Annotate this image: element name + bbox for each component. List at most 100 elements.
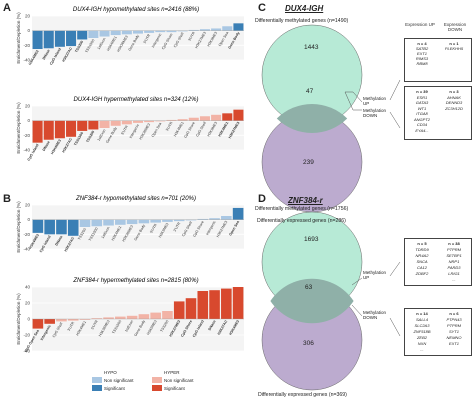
- bar: [121, 30, 132, 35]
- panel-c-top-label: Differentially methylated genes (n=1490): [255, 18, 349, 24]
- bar: [138, 219, 150, 224]
- bar: [221, 216, 232, 220]
- bar: [162, 219, 173, 222]
- chart-title: DUX4-IGH hypomethylated sites n=2416 (88…: [73, 7, 199, 13]
- gene-item: SETBP1: [446, 253, 462, 258]
- bar: [177, 30, 188, 32]
- chart-title: ZNF384-r hypermethylated sites n=2815 (8…: [72, 278, 198, 284]
- bar: [44, 319, 55, 324]
- gene-item: NR4A2: [415, 253, 429, 258]
- panel-d-box2-up-list: n = 14 SALL4 SLC2A3 ZNF518B ZEB2 NXN...: [407, 311, 437, 353]
- category-label: Open Sea: [151, 122, 163, 138]
- y-tick-label: 0: [27, 118, 30, 123]
- gene-item: PTPRM: [447, 323, 461, 328]
- bar: [209, 218, 220, 220]
- y-axis-label: Enrichment/Depletion (%): [16, 201, 21, 253]
- bar: [56, 219, 67, 235]
- category-label: H3K27AC: [64, 236, 76, 253]
- gene-item: WT1: [417, 105, 427, 111]
- bar: [211, 114, 222, 121]
- panel-c-box1-down-list: n = 1 PLEKHH5: [439, 41, 469, 51]
- bar: [132, 120, 144, 123]
- gene-item: PTPRM: [447, 247, 461, 252]
- bar: [110, 30, 121, 36]
- category-label: 5'UTR: [90, 319, 99, 330]
- bar: [233, 109, 244, 121]
- gene-item: NEMNO: [446, 335, 462, 340]
- bar: [144, 120, 155, 123]
- gene-item: TDRD9: [415, 247, 429, 252]
- bar: [144, 30, 155, 33]
- bar: [197, 218, 209, 220]
- bar: [222, 26, 233, 31]
- gene-item: DENND3: [445, 100, 463, 105]
- bar: [173, 301, 185, 319]
- category-label: TSS200: [74, 40, 84, 53]
- panel-c-down-label: Methylation DOWN: [363, 108, 387, 119]
- y-tick-label: -20: [23, 133, 30, 138]
- panel-c-n-top: 1443: [304, 44, 319, 51]
- panel-d-box2-down-list: n = 6 PTPN43 PTPRM SYT1 NEMNO EXT1: [439, 311, 469, 347]
- category-label: DNase: [208, 319, 217, 331]
- bar: [44, 219, 55, 235]
- bar: [199, 116, 210, 121]
- panel-d-box1-down-list: n = 38 PTPRM SETBP1 NRP1 PARD3 LRIG1...: [439, 241, 469, 283]
- panel-d-top-label: Differentially methylated genes (n=1756): [255, 206, 349, 212]
- category-label: 5'UTR: [149, 223, 158, 234]
- category-label: H3K27AC: [217, 319, 229, 336]
- panel-d-up-label: Methylation UP: [363, 270, 387, 281]
- gene-item: n = 14: [416, 311, 428, 316]
- bar: [43, 30, 54, 49]
- y-tick-label: -20: [23, 333, 30, 338]
- bar: [77, 120, 88, 131]
- gene-item: n = 39: [416, 89, 428, 94]
- category-label: H3K27AC: [61, 46, 73, 63]
- bar: [99, 120, 110, 128]
- bar-chart-1: DUX4-IGH hypomethylated sites n=2416 (88…: [16, 7, 244, 66]
- venn-c-overlap: [276, 104, 348, 133]
- category-label: 1stExon: [97, 129, 107, 142]
- category-label: TSS1500: [73, 131, 84, 146]
- bar: [54, 30, 65, 47]
- gene-item: SNCA: [416, 259, 428, 264]
- bar: [173, 219, 185, 222]
- y-tick-label: 0: [27, 317, 30, 322]
- category-label: H3K9ME3: [158, 222, 170, 238]
- bar: [209, 290, 220, 319]
- bar: [155, 120, 166, 122]
- gene-item: SALL4: [415, 317, 428, 322]
- col-expression-up: Expression UP: [405, 22, 435, 27]
- bar-chart-2: DUX4-IGH hypermethylated sites n=324 (12…: [16, 97, 244, 162]
- gene-item: ANGPT2: [413, 116, 430, 122]
- panel-d-n-top: 1693: [304, 236, 319, 243]
- panel-c-up-label: Methylation UP: [363, 96, 387, 107]
- bar: [115, 219, 126, 225]
- bar: [211, 28, 222, 31]
- panel-c-box2-down-list: n = 3 AHNAK DENND3 ZC3H12D: [439, 89, 469, 111]
- category-label: H3K4ME1: [218, 121, 230, 137]
- category-label: 3'UTR: [165, 121, 174, 132]
- y-tick-label: -40: [23, 349, 30, 354]
- panel-d-down-label: Methylation DOWN: [363, 310, 387, 321]
- plot-area: [32, 205, 244, 249]
- panel-d-box1-up-list: n = 5 TDRD9 NR4A2 SNCA CA12 ZDBF2: [407, 241, 437, 277]
- bar: [91, 318, 103, 319]
- bar: [166, 119, 177, 121]
- gene-item: PARD3: [447, 265, 461, 270]
- y-tick-label: 20: [25, 14, 31, 19]
- legend-hypo-sig-swatch: [92, 385, 102, 391]
- y-axis-label: Enrichment/Depletion (%): [16, 12, 21, 64]
- category-label: H3K4ME1: [111, 225, 123, 241]
- bar: [88, 30, 99, 38]
- panel-c-box-up: n = 4 SATB2 EXT1 RIMS3 RBM8 n = 1 PLEKHH5: [404, 38, 472, 82]
- bar: [150, 312, 161, 319]
- category-label: H3K4ME3: [28, 233, 40, 249]
- gene-item: SLC2A3: [414, 323, 430, 328]
- gene-item: n = 38: [448, 241, 460, 246]
- bar: [233, 23, 244, 31]
- category-label: 1stExon: [124, 320, 134, 333]
- legend-hyper-label: HYPER: [164, 370, 180, 375]
- panel-c-bottom-label: Differentially expressed genes (n=286): [257, 218, 346, 224]
- y-tick-label: 0: [27, 217, 30, 222]
